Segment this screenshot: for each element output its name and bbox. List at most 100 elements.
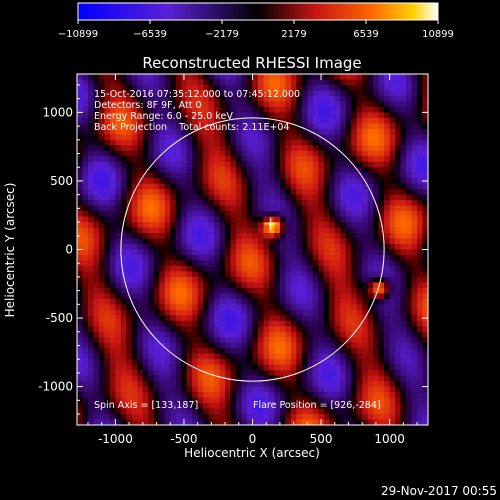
heatmap-cell — [389, 128, 396, 135]
heatmap-cell — [115, 353, 122, 360]
heatmap-cell — [137, 271, 144, 278]
heatmap-cell — [279, 249, 286, 256]
heatmap-cell — [104, 309, 111, 316]
heatmap-cell — [417, 249, 423, 256]
heatmap-cell — [345, 216, 352, 223]
heatmap-cell — [274, 342, 281, 349]
heatmap-cell — [192, 90, 199, 97]
heatmap-cell — [109, 249, 116, 256]
heatmap-cell — [384, 370, 391, 377]
heatmap-cell — [82, 84, 89, 91]
heatmap-cell — [148, 348, 155, 355]
heatmap-cell — [268, 233, 275, 239]
heatmap-cell — [378, 123, 385, 130]
heatmap-cell — [137, 298, 144, 305]
heatmap-cell — [236, 287, 242, 294]
heatmap-cell — [411, 189, 418, 196]
heatmap-cell — [115, 271, 122, 278]
heatmap-cell — [252, 265, 259, 272]
heatmap-cell — [208, 408, 215, 415]
heatmap-cell — [164, 249, 171, 256]
heatmap-cell — [181, 260, 188, 267]
heatmap-cell — [318, 320, 325, 327]
heatmap-cell — [208, 244, 215, 250]
heatmap-cell — [406, 200, 412, 207]
heatmap-cell — [175, 101, 182, 108]
heatmap-cell — [384, 145, 391, 152]
heatmap-cell — [252, 211, 259, 217]
heatmap-cell — [301, 134, 308, 141]
heatmap-cell — [236, 238, 242, 245]
heatmap-cell — [323, 134, 330, 141]
heatmap-cell — [345, 287, 352, 294]
heatmap-cell — [115, 309, 122, 316]
heatmap-cell — [351, 117, 358, 124]
heatmap-cell — [208, 265, 215, 272]
heatmap-cell — [362, 167, 369, 174]
heatmap-cell — [115, 145, 122, 152]
heatmap-cell — [164, 254, 171, 261]
heatmap-cell — [395, 134, 401, 141]
heatmap-cell — [351, 348, 358, 355]
heatmap-cell — [148, 233, 155, 239]
heatmap-cell — [131, 101, 138, 108]
heatmap-cell — [93, 233, 100, 239]
heatmap-cell — [378, 414, 385, 420]
heatmap-cell — [247, 287, 253, 294]
heatmap-cell — [98, 271, 105, 278]
heatmap-cell — [148, 216, 155, 223]
heatmap-cell — [307, 276, 314, 283]
heatmap-cell — [263, 298, 270, 305]
heatmap-cell — [296, 200, 303, 207]
heatmap-cell — [422, 189, 428, 196]
heatmap-cell — [345, 128, 352, 135]
heatmap-cell — [87, 200, 94, 207]
heatmap-cell — [236, 167, 242, 174]
heatmap-cell — [329, 150, 336, 157]
heatmap-cell — [400, 287, 407, 294]
heatmap-cell — [334, 227, 341, 234]
heatmap-cell — [87, 397, 94, 404]
heatmap-cell — [164, 381, 171, 388]
heatmap-cell — [225, 200, 231, 207]
heatmap-cell — [131, 178, 138, 185]
heatmap-cell — [323, 298, 330, 305]
heatmap-cell — [252, 112, 259, 119]
heatmap-cell — [356, 408, 363, 415]
heatmap-cell — [109, 315, 116, 322]
heatmap-cell — [241, 364, 248, 371]
heatmap-cell — [257, 233, 264, 239]
heatmap-cell — [334, 156, 341, 163]
heatmap-cell — [334, 353, 341, 360]
heatmap-cell — [318, 348, 325, 355]
heatmap-cell — [345, 282, 352, 289]
heatmap-cell — [296, 222, 303, 228]
heatmap-cell — [290, 320, 297, 327]
heatmap-cell — [142, 359, 149, 366]
heatmap-cell — [384, 353, 391, 360]
heatmap-cell — [247, 249, 253, 256]
heatmap-cell — [153, 331, 160, 338]
heatmap-cell — [120, 304, 127, 311]
heatmap-cell — [148, 408, 155, 415]
heatmap-cell — [230, 156, 237, 163]
heatmap-cell — [192, 419, 199, 425]
heatmap-cell — [274, 167, 281, 174]
heatmap-cell — [367, 161, 374, 168]
heatmap-cell — [109, 304, 116, 311]
heatmap-cell — [131, 348, 138, 355]
heatmap-cell — [312, 370, 319, 377]
heatmap-cell — [104, 233, 111, 239]
heatmap-cell — [318, 106, 325, 113]
heatmap-cell — [318, 150, 325, 157]
heatmap-cell — [367, 216, 374, 223]
heatmap-cell — [373, 95, 380, 102]
heatmap-cell — [247, 370, 253, 377]
heatmap-cell — [279, 408, 286, 415]
heatmap-cell — [230, 282, 237, 289]
heatmap-cell — [115, 106, 122, 113]
heatmap-cell — [384, 128, 391, 135]
heatmap-cell — [142, 84, 149, 91]
heatmap-cell — [241, 309, 248, 316]
heatmap-cell — [274, 227, 281, 234]
